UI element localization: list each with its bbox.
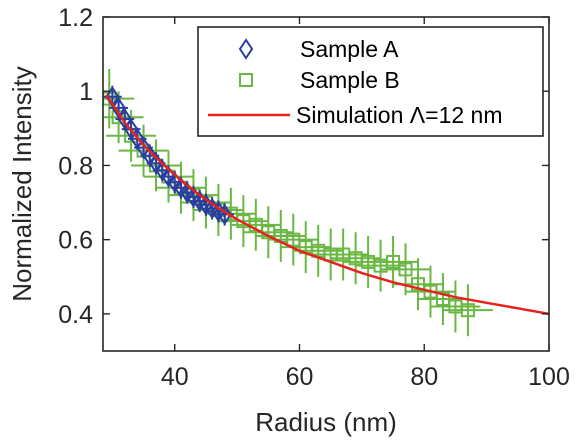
legend-entry: Sample B <box>239 67 400 93</box>
sample-b-point <box>430 280 481 333</box>
legend-diamond-icon <box>238 38 254 60</box>
x-tick-label: 40 <box>161 363 189 391</box>
sample-a-marker <box>217 203 232 226</box>
sample-b-point <box>280 221 331 274</box>
plot-area <box>103 68 549 337</box>
sample-a-marker <box>142 144 157 167</box>
sample-b-point <box>442 284 493 337</box>
x-tick-label: 100 <box>528 363 570 391</box>
y-tick-label: 1 <box>79 78 93 106</box>
sample-b-point <box>380 243 431 296</box>
y-tick-label: 0.6 <box>58 227 93 255</box>
sample-b-point <box>368 235 419 288</box>
sample-b-marker <box>386 254 401 269</box>
sample-b-marker <box>460 303 475 318</box>
legend-label: Sample B <box>300 67 400 93</box>
y-axis-label: Normalized Intensity <box>7 66 37 302</box>
sample-a-marker <box>111 97 126 119</box>
sample-b-point <box>230 198 281 251</box>
x-axis-label: Radius (nm) <box>255 407 397 437</box>
simulation-line <box>105 94 549 316</box>
legend-label: Simulation Λ=12 nm <box>296 102 503 128</box>
x-tick-label: 60 <box>286 363 314 391</box>
legend-entry: Sample A <box>238 36 399 62</box>
y-tick-label: 0.8 <box>58 152 93 180</box>
sample-b-marker <box>411 277 426 292</box>
sample-b-marker <box>398 262 413 277</box>
sample-b-marker <box>286 232 301 247</box>
legend-entry: Simulation Λ=12 nm <box>208 102 503 128</box>
axes: 40 60 80 100 0.4 0.6 0.8 1 1.2 <box>58 4 570 391</box>
series-group <box>103 68 549 337</box>
y-tick-label: 0.4 <box>58 301 93 329</box>
legend-label: Sample A <box>300 36 399 62</box>
y-tick-label: 1.2 <box>58 4 93 32</box>
legend: Sample A Sample B Simulation Λ=12 nm <box>197 26 544 137</box>
legend-box <box>197 26 544 137</box>
sample-b-point <box>255 209 306 262</box>
axes-frame <box>102 16 550 352</box>
legend-square-icon <box>239 73 253 87</box>
x-tick-label: 80 <box>410 363 438 391</box>
